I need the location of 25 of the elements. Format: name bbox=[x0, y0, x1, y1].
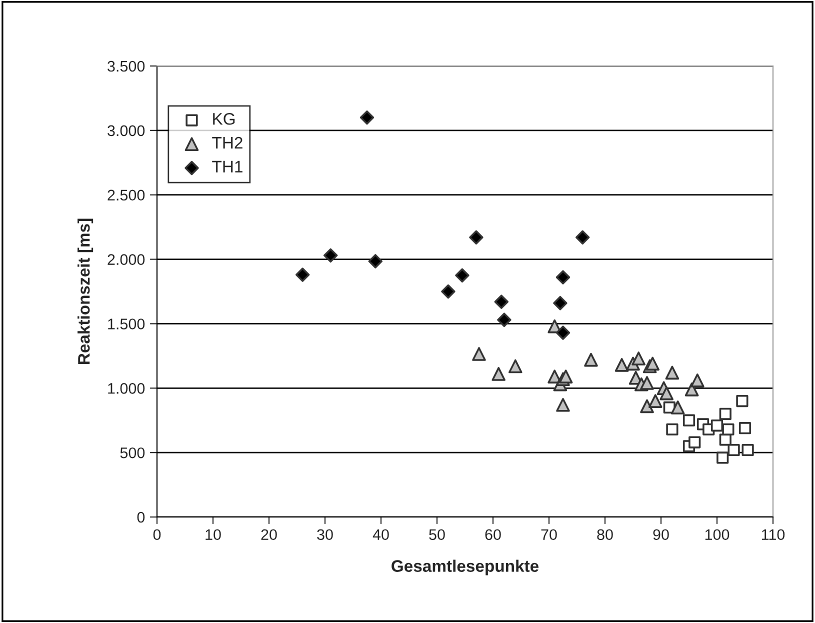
y-tick-label: 500 bbox=[120, 447, 145, 458]
x-tick-label: 40 bbox=[372, 529, 389, 540]
x-tick-label: 50 bbox=[429, 529, 445, 540]
x-tick-label: 10 bbox=[206, 529, 221, 540]
y-tick-label: 3.000 bbox=[108, 125, 145, 136]
legend-label: TH1 bbox=[212, 160, 242, 172]
y-tick-label: 1.000 bbox=[108, 383, 145, 394]
y-axis-title: Reaktionszeit [ms] bbox=[78, 218, 94, 364]
x-tick-label: 20 bbox=[261, 529, 277, 540]
legend-label: TH2 bbox=[212, 136, 242, 149]
x-tick-label: 30 bbox=[317, 529, 333, 540]
x-tick-label: 100 bbox=[705, 529, 730, 540]
x-tick-label: 80 bbox=[597, 529, 613, 540]
x-axis-title: Gesamtlesepunkte bbox=[392, 560, 539, 576]
legend-label: KG bbox=[213, 113, 235, 125]
y-tick-label: 2.000 bbox=[108, 254, 145, 265]
y-tick-label: 0 bbox=[137, 512, 145, 523]
x-tick-label: 60 bbox=[485, 529, 501, 540]
x-tick-label: 70 bbox=[541, 529, 557, 540]
x-tick-label: 90 bbox=[653, 529, 669, 540]
y-tick-label: 2.500 bbox=[108, 190, 145, 201]
y-tick-label: 1.500 bbox=[108, 318, 145, 330]
y-tick-label: 3.500 bbox=[108, 60, 145, 72]
x-tick-label: 0 bbox=[153, 529, 161, 540]
x-tick-label: 110 bbox=[762, 529, 785, 540]
